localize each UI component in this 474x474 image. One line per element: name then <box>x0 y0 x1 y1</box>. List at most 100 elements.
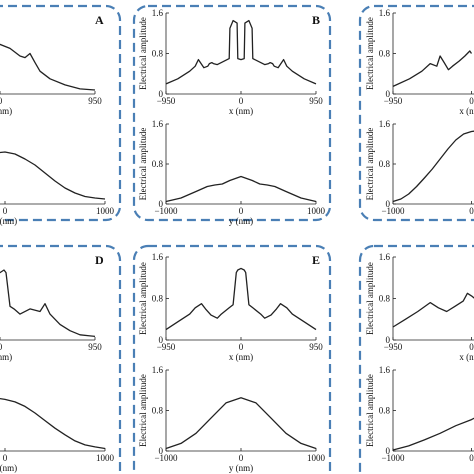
panel-letter: E <box>312 253 320 267</box>
plot: 0 950 x (nm) <box>0 269 102 362</box>
x-tick-label: 0 <box>239 206 244 216</box>
x-tick-label: −950 <box>157 342 176 352</box>
panel-frame <box>132 244 332 474</box>
x-tick-label: 950 <box>309 96 323 106</box>
figure-root: A0950x (nm)01000y (nm)B−950095000.81.6x … <box>0 4 474 474</box>
panel-frame <box>132 4 332 222</box>
panel-letter: B <box>312 13 320 27</box>
x-tick-label: 0 <box>0 96 3 106</box>
y-axis-label: Electrical amplitude <box>138 374 148 447</box>
x-tick-label: 950 <box>88 342 102 352</box>
amplitude-curve <box>0 269 96 338</box>
y-tick-label: 1.6 <box>379 119 391 129</box>
amplitude-curve <box>165 19 317 85</box>
amplitude-curve <box>392 417 474 451</box>
plot: 0 1000 y (nm) <box>0 151 115 226</box>
y-axis-label: Electrical amplitude <box>365 374 375 447</box>
y-tick-label: 0 <box>159 199 164 209</box>
y-tick-label: 0.8 <box>379 406 391 416</box>
x-tick-label: 0 <box>239 342 244 352</box>
x-tick-label: −950 <box>157 96 176 106</box>
amplitude-curve <box>0 397 106 450</box>
panel-letter: D <box>95 253 104 267</box>
y-axis-label: Electrical amplitude <box>365 128 375 201</box>
y-tick-label: 0 <box>159 89 164 99</box>
y-axis-label: Electrical amplitude <box>138 128 148 201</box>
y-tick-label: 0.8 <box>379 159 391 169</box>
x-tick-label: 950 <box>88 96 102 106</box>
panel-frame <box>0 244 122 474</box>
amplitude-curve <box>165 397 317 450</box>
y-tick-label: 1.6 <box>152 252 164 262</box>
y-tick-label: 0 <box>159 446 164 456</box>
x-tick-label: 1000 <box>307 453 326 463</box>
x-axis-label: x (nm) <box>459 352 474 362</box>
x-tick-label: 0 <box>469 206 474 216</box>
x-tick-label: 0 <box>3 206 8 216</box>
panel-frame <box>0 4 122 222</box>
x-tick-label: −1000 <box>154 206 178 216</box>
amplitude-curve <box>392 292 474 328</box>
y-tick-label: 0.8 <box>379 294 391 304</box>
y-tick-label: 1.6 <box>379 365 391 375</box>
x-axis-label: x (nm) <box>0 352 12 362</box>
y-tick-label: 0.8 <box>152 159 164 169</box>
panel-frame <box>358 4 474 222</box>
amplitude-curve <box>392 50 473 87</box>
amplitude-curve <box>165 175 317 203</box>
x-tick-label: 0 <box>469 96 474 106</box>
x-tick-label: 0 <box>469 453 474 463</box>
x-tick-label: 0 <box>239 96 244 106</box>
y-tick-label: 0.8 <box>152 49 164 59</box>
y-axis-label: Electrical amplitude <box>138 262 148 335</box>
x-axis-label: y (nm) <box>229 216 253 226</box>
y-tick-label: 0.8 <box>379 49 391 59</box>
x-axis-label: x (nm) <box>229 352 253 362</box>
y-tick-label: 1.6 <box>152 8 164 18</box>
x-axis-label: y (nm) <box>0 216 17 226</box>
plot: 0 950 x (nm) <box>0 43 102 116</box>
amplitude-curve <box>165 267 317 331</box>
amplitude-curve <box>0 43 96 91</box>
y-tick-label: 0.8 <box>152 294 164 304</box>
x-tick-label: −1000 <box>381 453 405 463</box>
x-axis-label: y (nm) <box>0 463 17 473</box>
x-tick-label: 0 <box>3 453 8 463</box>
y-tick-label: 1.6 <box>379 8 391 18</box>
panel-a: A0950x (nm)01000y (nm) <box>0 4 122 226</box>
x-tick-label: −950 <box>384 342 403 352</box>
x-tick-label: 0 <box>469 342 474 352</box>
x-tick-label: −950 <box>384 96 403 106</box>
y-tick-label: 0 <box>386 446 391 456</box>
x-axis-label: x (nm) <box>0 106 12 116</box>
y-tick-label: 0 <box>386 335 391 345</box>
x-axis-label: y (nm) <box>229 463 253 473</box>
x-tick-label: −1000 <box>154 453 178 463</box>
y-tick-label: 0.8 <box>152 406 164 416</box>
x-tick-label: 950 <box>309 342 323 352</box>
y-tick-label: 1.6 <box>379 252 391 262</box>
y-tick-label: 0 <box>386 89 391 99</box>
panel-frame <box>358 244 474 474</box>
y-tick-label: 0 <box>159 335 164 345</box>
amplitude-curve <box>0 151 106 200</box>
x-tick-label: 1000 <box>307 206 326 216</box>
panel-d: D0950x (nm)01000y (nm) <box>0 244 122 474</box>
x-tick-label: 0 <box>0 342 3 352</box>
x-tick-label: 1000 <box>96 206 115 216</box>
x-tick-label: 1000 <box>96 453 115 463</box>
y-tick-label: 0 <box>386 199 391 209</box>
y-axis-label: Electrical amplitude <box>365 17 375 90</box>
y-tick-label: 1.6 <box>152 365 164 375</box>
x-tick-label: −1000 <box>381 206 405 216</box>
panel-letter: A <box>95 13 104 27</box>
